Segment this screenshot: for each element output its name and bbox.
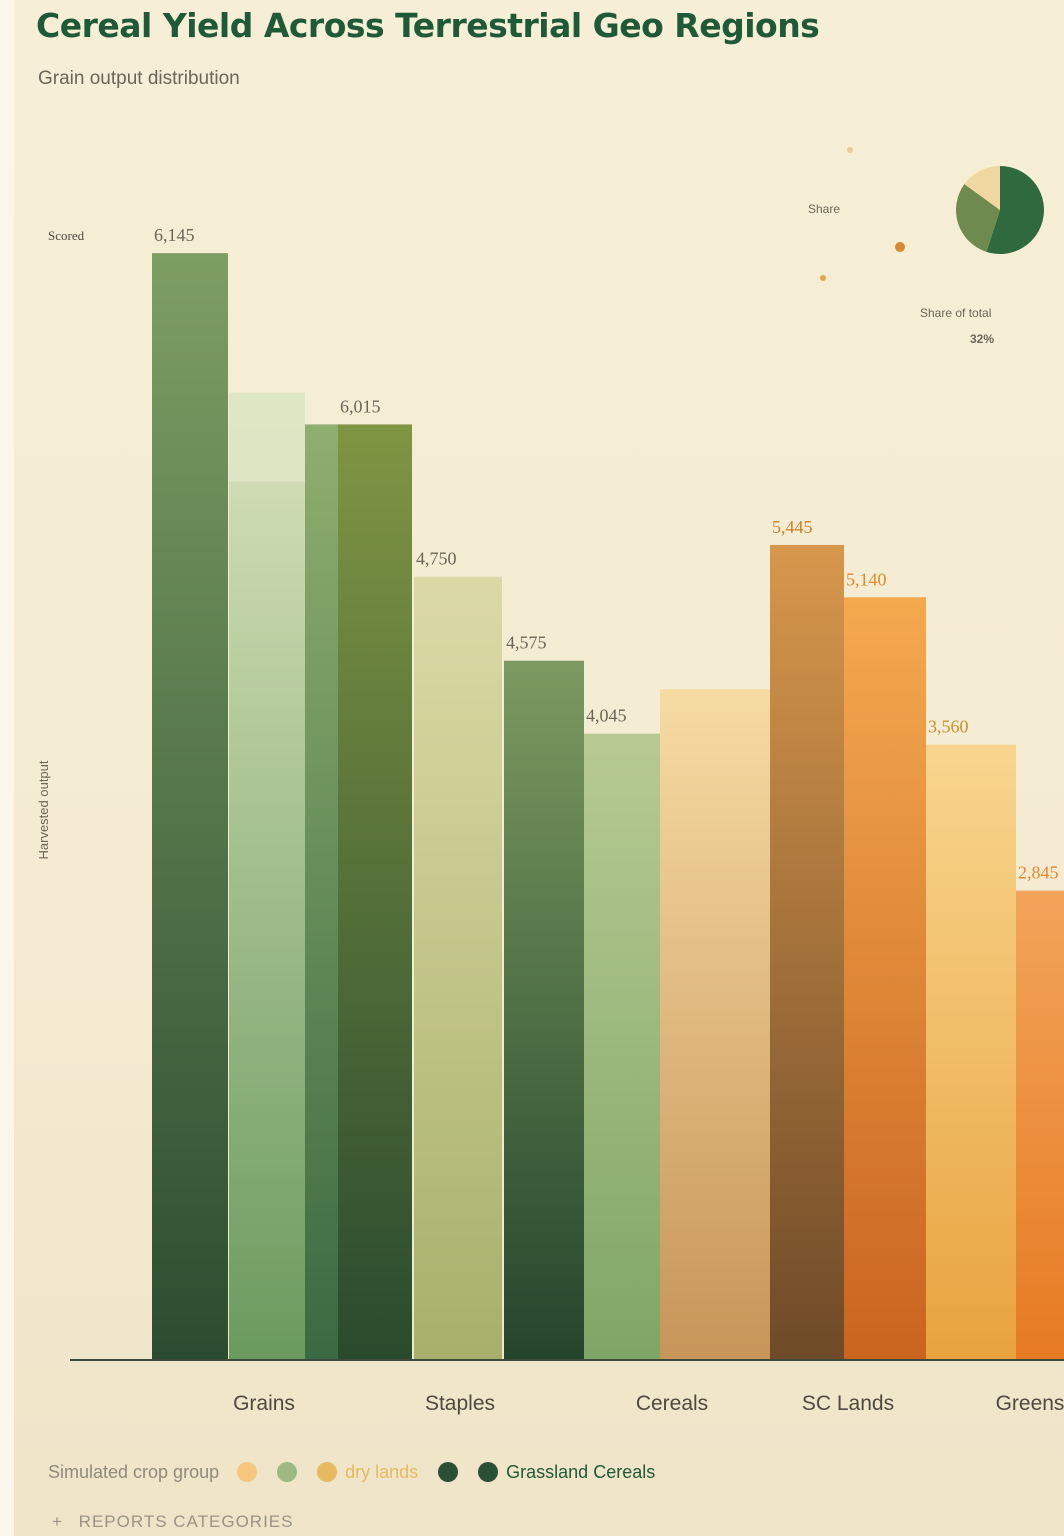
legend-swatch	[277, 1462, 298, 1482]
bar	[584, 733, 660, 1360]
bar	[1016, 890, 1064, 1360]
share-inset-canvas	[820, 147, 1044, 281]
legend-item	[237, 1462, 258, 1482]
bar-value-label: 4,750	[416, 549, 457, 569]
decorative-dot	[847, 147, 853, 153]
bar	[338, 424, 412, 1360]
y-axis-label: Harvested output	[36, 760, 51, 859]
legend-item: dry lands	[317, 1462, 418, 1483]
bar-highlight-band	[229, 392, 305, 482]
legend: Simulated crop group dry lands Grassland …	[48, 1452, 1048, 1492]
legend-label: Grassland Cereals	[506, 1461, 656, 1482]
legend-swatch	[317, 1462, 338, 1482]
page-margin	[0, 0, 14, 1536]
legend-swatch	[478, 1462, 499, 1482]
x-tick-label: SC Lands	[802, 1392, 894, 1415]
bar	[660, 689, 770, 1360]
bar	[152, 253, 228, 1361]
legend-swatch	[237, 1462, 258, 1482]
bar-value-label: 5,140	[846, 569, 887, 589]
legend-label: dry lands	[345, 1461, 419, 1482]
chart-title: Cereal Yield Across Terrestrial Geo Regi…	[36, 6, 820, 45]
bar-chart: 6,145 6,015 4,750 4,575 4,045 5,445 5,140 3,560…	[36, 225, 1064, 1415]
legend-caption: Simulated crop group	[48, 1461, 220, 1482]
bar-value-label: 6,145	[154, 225, 195, 245]
x-tick-label: Staples	[425, 1392, 495, 1415]
share-inset-caption: Share of total	[920, 306, 992, 320]
bar-value-label: 4,045	[586, 706, 627, 726]
share-inset-title: Share	[808, 202, 841, 216]
legend-item	[277, 1462, 298, 1482]
pie-slice	[964, 166, 1000, 210]
bar	[229, 392, 305, 1360]
top-left-annotation: Scored	[48, 228, 85, 243]
bar	[770, 544, 844, 1360]
legend-swatch	[438, 1462, 459, 1482]
pie-slice	[986, 166, 1044, 254]
footnote-text: REPORTS CATEGORIES	[78, 1512, 294, 1531]
x-tick-label: Greens	[996, 1392, 1064, 1415]
legend-item	[438, 1462, 459, 1482]
legend-item: Grassland Cereals	[478, 1462, 655, 1483]
bar-value-label: 5,445	[772, 517, 813, 537]
share-pie	[956, 166, 1044, 254]
bar	[414, 576, 502, 1360]
bar-value-label: 6,015	[340, 396, 381, 416]
bar	[504, 660, 584, 1360]
bar	[844, 597, 926, 1360]
footnote-plus-icon: +	[52, 1512, 63, 1531]
value-labels-layer: 6,145 6,015 4,750 4,575 4,045 5,445 5,140 3,560…	[154, 225, 1059, 882]
category-ticks-layer: Grains Staples Cereals SC Lands Greens	[233, 1392, 1064, 1415]
bar-value-label: 2,845	[1018, 863, 1059, 883]
bar-value-label: 4,575	[506, 633, 547, 653]
share-inset-value: 32%	[970, 332, 995, 346]
chart-subtitle: Grain output distribution	[38, 68, 240, 89]
pie-slice	[956, 184, 1000, 252]
legend-items: dry lands Grassland Cereals	[237, 1462, 655, 1483]
share-inset: Share Share of total 32%	[760, 130, 1060, 360]
bar-value-label: 3,560	[928, 717, 969, 737]
bar	[926, 744, 1016, 1360]
bars-layer	[152, 253, 1064, 1361]
footnote: + REPORTS CATEGORIES	[52, 1512, 293, 1532]
x-tick-label: Grains	[233, 1392, 295, 1415]
decorative-dot	[820, 275, 826, 281]
x-tick-label: Cereals	[636, 1392, 708, 1415]
decorative-dot	[895, 242, 905, 252]
